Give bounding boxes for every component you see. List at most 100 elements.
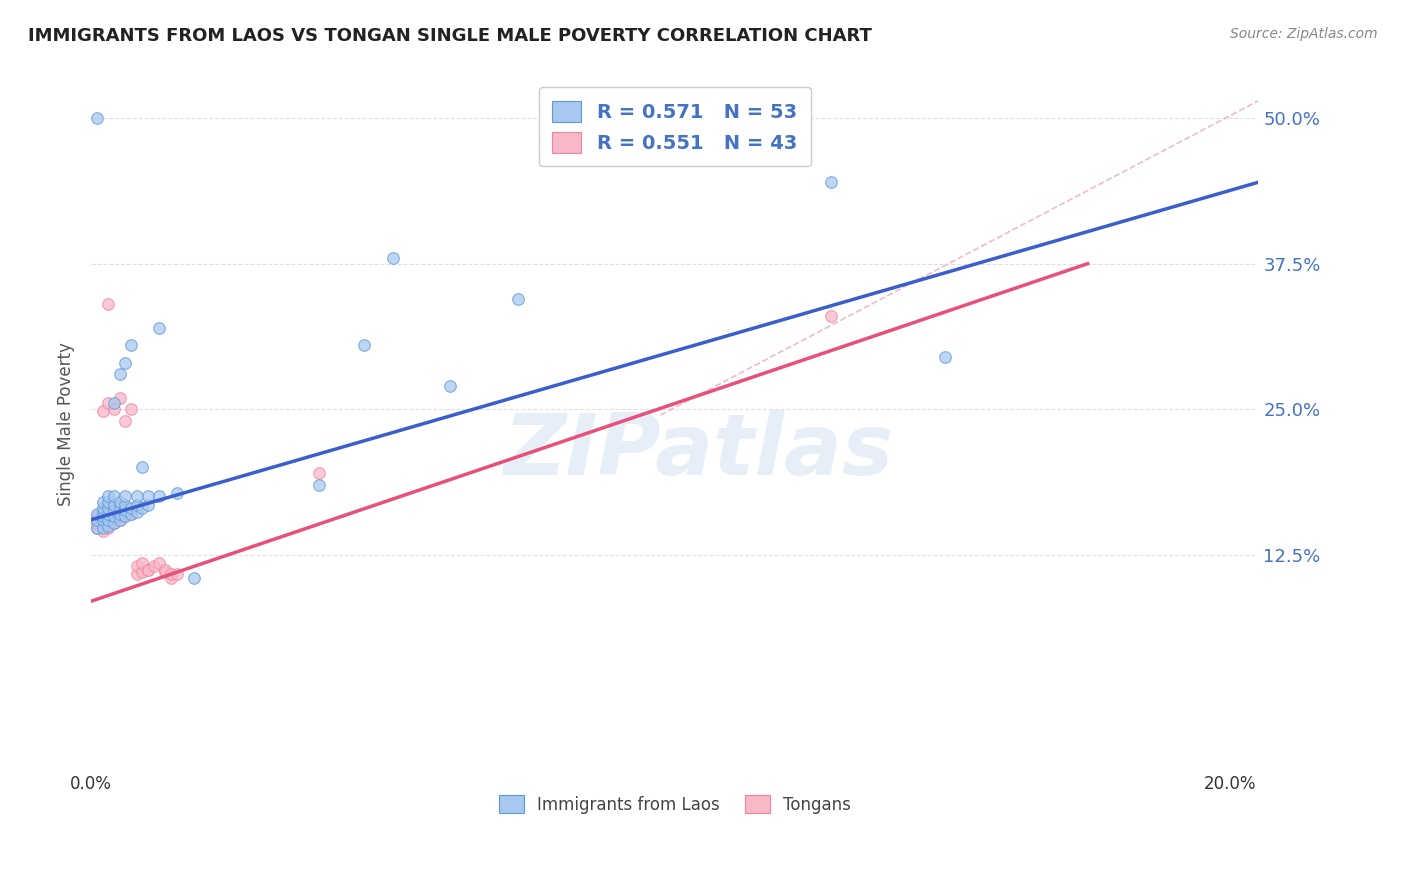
Point bbox=[97, 518, 120, 533]
Point bbox=[166, 567, 188, 582]
Point bbox=[103, 509, 125, 524]
Point bbox=[131, 556, 153, 570]
Point bbox=[91, 521, 114, 535]
Point bbox=[108, 513, 131, 527]
Point bbox=[153, 565, 176, 579]
Point bbox=[97, 501, 120, 516]
Point bbox=[114, 509, 136, 524]
Point bbox=[148, 320, 170, 334]
Point bbox=[91, 505, 114, 519]
Point bbox=[439, 379, 461, 393]
Text: Source: ZipAtlas.com: Source: ZipAtlas.com bbox=[1230, 27, 1378, 41]
Y-axis label: Single Male Poverty: Single Male Poverty bbox=[58, 342, 75, 506]
Point bbox=[114, 356, 136, 370]
Point bbox=[125, 498, 148, 512]
Legend: Immigrants from Laos, Tongans: Immigrants from Laos, Tongans bbox=[489, 785, 860, 824]
Point bbox=[103, 509, 125, 524]
Point bbox=[97, 513, 120, 527]
Point bbox=[131, 501, 153, 516]
Point bbox=[97, 495, 120, 509]
Text: IMMIGRANTS FROM LAOS VS TONGAN SINGLE MALE POVERTY CORRELATION CHART: IMMIGRANTS FROM LAOS VS TONGAN SINGLE MA… bbox=[28, 27, 872, 45]
Point bbox=[108, 495, 131, 509]
Point bbox=[136, 498, 159, 512]
Point bbox=[120, 507, 142, 521]
Point bbox=[103, 396, 125, 410]
Point bbox=[97, 297, 120, 311]
Point bbox=[97, 501, 120, 516]
Point bbox=[103, 498, 125, 512]
Point bbox=[91, 513, 114, 527]
Point bbox=[114, 503, 136, 517]
Point bbox=[120, 507, 142, 521]
Point bbox=[308, 478, 330, 492]
Point bbox=[160, 567, 183, 582]
Point bbox=[153, 563, 176, 577]
Point bbox=[91, 509, 114, 524]
Point bbox=[108, 513, 131, 527]
Point bbox=[125, 559, 148, 574]
Point bbox=[120, 501, 142, 516]
Point bbox=[91, 495, 114, 509]
Point bbox=[166, 486, 188, 500]
Point bbox=[136, 563, 159, 577]
Point bbox=[308, 466, 330, 480]
Point bbox=[148, 556, 170, 570]
Point bbox=[86, 509, 108, 524]
Point bbox=[131, 460, 153, 475]
Point bbox=[114, 509, 136, 524]
Point bbox=[820, 309, 842, 323]
Point bbox=[91, 507, 114, 521]
Point bbox=[820, 175, 842, 189]
Point bbox=[120, 338, 142, 352]
Point bbox=[114, 414, 136, 428]
Point bbox=[103, 490, 125, 504]
Point bbox=[120, 402, 142, 417]
Point bbox=[108, 501, 131, 516]
Point bbox=[91, 518, 114, 533]
Point bbox=[183, 571, 205, 585]
Point bbox=[86, 521, 108, 535]
Point bbox=[86, 513, 108, 527]
Point bbox=[97, 490, 120, 504]
Point bbox=[125, 505, 148, 519]
Point bbox=[91, 513, 114, 527]
Point bbox=[97, 396, 120, 410]
Point bbox=[381, 251, 404, 265]
Point bbox=[91, 501, 114, 516]
Point bbox=[160, 571, 183, 585]
Point bbox=[103, 402, 125, 417]
Point bbox=[91, 524, 114, 539]
Point bbox=[103, 516, 125, 531]
Point bbox=[114, 498, 136, 512]
Point bbox=[125, 490, 148, 504]
Point bbox=[86, 507, 108, 521]
Text: ZIPatlas: ZIPatlas bbox=[503, 410, 893, 493]
Point bbox=[103, 516, 125, 531]
Point bbox=[108, 507, 131, 521]
Point bbox=[103, 498, 125, 512]
Point bbox=[131, 565, 153, 579]
Point bbox=[108, 368, 131, 382]
Point bbox=[136, 490, 159, 504]
Point bbox=[108, 501, 131, 516]
Point bbox=[86, 111, 108, 125]
Point bbox=[114, 503, 136, 517]
Point bbox=[125, 567, 148, 582]
Point bbox=[508, 292, 530, 306]
Point bbox=[108, 391, 131, 405]
Point bbox=[97, 507, 120, 521]
Point bbox=[91, 404, 114, 418]
Point bbox=[136, 563, 159, 577]
Point bbox=[108, 507, 131, 521]
Point bbox=[114, 490, 136, 504]
Point bbox=[148, 490, 170, 504]
Point bbox=[86, 521, 108, 535]
Point bbox=[353, 338, 375, 352]
Point bbox=[86, 516, 108, 531]
Point bbox=[97, 521, 120, 535]
Point bbox=[103, 503, 125, 517]
Point bbox=[97, 513, 120, 527]
Point bbox=[934, 350, 956, 364]
Point bbox=[142, 559, 165, 574]
Point bbox=[103, 505, 125, 519]
